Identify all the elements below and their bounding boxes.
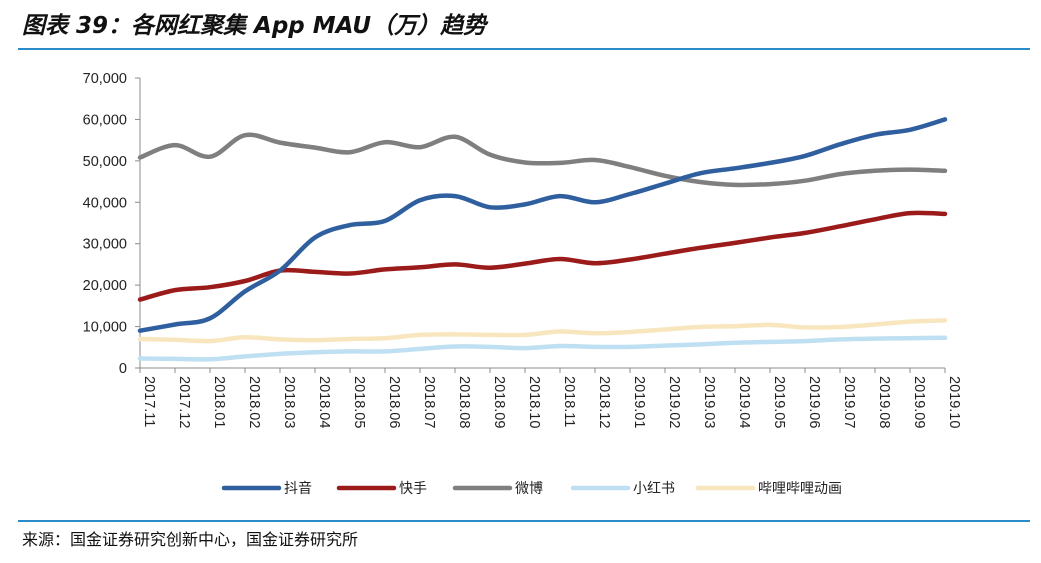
x-tick-label: 2019.05	[771, 376, 787, 428]
x-tick-label: 2019.07	[841, 376, 857, 428]
x-tick-label: 2019.02	[666, 376, 682, 428]
x-tick-label: 2018.01	[211, 376, 227, 428]
series-line-3	[137, 132, 948, 188]
legend-label-4: 小红书	[633, 481, 675, 497]
x-tick-label: 2019.04	[736, 376, 752, 428]
y-tick-label: 50,000	[83, 154, 127, 170]
x-tick-label: 2019.01	[631, 376, 647, 428]
x-tick-label: 2018.03	[281, 376, 297, 428]
chart-legend: 抖音 快手 微博 小红书 哔哩哔哩动画	[221, 480, 842, 497]
x-tick-label: 2019.09	[911, 376, 927, 428]
y-tick-label: 0	[119, 361, 127, 377]
x-tick-label: 2019.06	[806, 376, 822, 428]
series-line-1	[137, 117, 948, 333]
x-tick-label: 2019.03	[701, 376, 717, 428]
x-tick-label: 2018.11	[561, 376, 577, 427]
series-line-5	[137, 318, 948, 344]
y-tick-label: 10,000	[83, 320, 127, 336]
x-tick-label: 2017.12	[176, 376, 192, 428]
top-rule	[18, 48, 1030, 50]
chart-series	[137, 117, 948, 362]
x-tick-label: 2018.02	[246, 376, 262, 428]
chart-axes: 0 10,000 20,000 30,000 40,000 50,000 60,000 70,…	[83, 71, 962, 428]
x-tick-label: 2019.10	[946, 376, 962, 428]
x-tick-label: 2018.04	[316, 376, 332, 428]
legend-label-2: 快手	[399, 481, 427, 497]
x-tick-label: 2018.06	[386, 376, 402, 428]
series-line-4	[137, 335, 948, 362]
source-note: 来源：国金证券研究创新中心，国金证券研究所	[22, 530, 359, 549]
bottom-rule	[18, 520, 1030, 522]
legend-label-3: 微博	[515, 480, 543, 497]
legend-label-5: 哔哩哔哩动画	[758, 481, 842, 497]
y-tick-label: 60,000	[83, 112, 127, 128]
x-tick-label: 2018.10	[526, 376, 542, 428]
x-tick-label: 2018.12	[596, 376, 612, 428]
y-tick-label: 30,000	[83, 237, 127, 253]
line-chart: 0 10,000 20,000 30,000 40,000 50,000 60,000 70,…	[83, 71, 962, 497]
x-tick-label: 2018.08	[456, 376, 472, 428]
y-tick-label: 20,000	[83, 278, 127, 294]
legend-label-1: 抖音	[284, 480, 312, 497]
series-line-2	[137, 210, 948, 302]
chart-title: 图表 39：各网红聚集 App MAU（万）趋势	[22, 13, 487, 39]
x-tick-label: 2017.11	[141, 376, 157, 427]
y-tick-label: 70,000	[83, 71, 127, 87]
x-tick-label: 2018.07	[421, 376, 437, 428]
x-tick-label: 2019.08	[876, 376, 892, 428]
x-tick-label: 2018.09	[491, 376, 507, 428]
y-tick-label: 40,000	[83, 195, 127, 211]
x-tick-label: 2018.05	[351, 376, 367, 428]
